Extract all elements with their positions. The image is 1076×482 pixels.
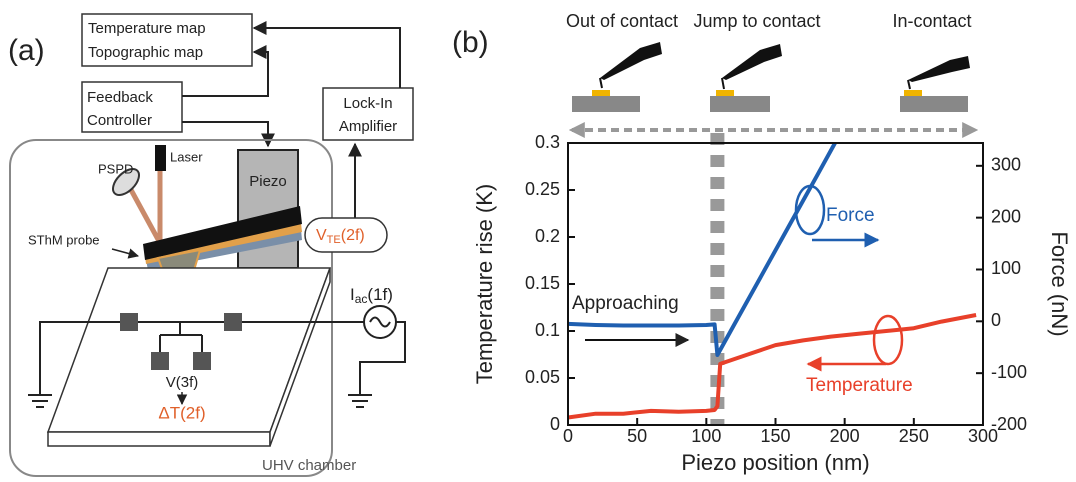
output-label: Topographic map	[88, 44, 203, 61]
x-tick-label: 250	[899, 426, 929, 446]
x-tick-label: 150	[760, 426, 790, 446]
v3f-label: V(3f)	[166, 374, 199, 391]
signal-wire	[254, 28, 400, 88]
probe-pointer	[112, 249, 138, 256]
y2-tick-label: 200	[991, 206, 1021, 226]
annotation: Force	[826, 205, 875, 226]
annotation: Temperature	[806, 375, 913, 396]
probe-label: SThM probe	[28, 232, 100, 247]
vte-label: VTE(2f)	[316, 227, 365, 246]
pad	[151, 352, 169, 370]
lockin-label: Lock-In	[343, 95, 392, 112]
x-axis-label: Piezo position (nm)	[681, 450, 869, 475]
pad	[120, 313, 138, 331]
signal-wire	[182, 122, 268, 146]
panel-label: (b)	[452, 26, 489, 59]
phase-label: Out of contact	[566, 11, 678, 31]
y-tick-label: 0.2	[535, 226, 560, 246]
plot-frame	[568, 143, 983, 425]
x-tick-label: 50	[627, 426, 647, 446]
figure: (a) Temperature map Topographic map Feed…	[0, 0, 1076, 482]
phase-label: Jump to contact	[693, 11, 820, 31]
x-tick-label: 0	[563, 426, 573, 446]
y2-tick-label: -100	[991, 362, 1027, 382]
feedback-label: Feedback	[87, 89, 153, 106]
chamber-label: UHV chamber	[262, 457, 356, 474]
y2-tick-label: 100	[991, 258, 1021, 278]
y2-tick-label: -200	[991, 414, 1027, 434]
y-axis-label: Temperature rise (K)	[472, 184, 497, 385]
sample-edge	[48, 432, 270, 446]
y-tick-label: 0.3	[535, 132, 560, 152]
y-tick-label: 0.05	[525, 367, 560, 387]
annotation: Approaching	[572, 293, 679, 314]
x-tick-label: 200	[830, 426, 860, 446]
y-tick-label: 0	[550, 414, 560, 434]
laser-beam	[130, 188, 160, 243]
annotation-ellipse	[796, 186, 824, 234]
y-tick-label: 0.1	[535, 320, 560, 340]
pad	[193, 352, 211, 370]
y-tick-label: 0.25	[525, 179, 560, 199]
x-tick-label: 100	[691, 426, 721, 446]
piezo-label: Piezo	[249, 173, 287, 190]
y2-axis-label: Force (nN)	[1047, 231, 1072, 336]
panel-b: (b) Out of contact Jump to contact In-cont…	[452, 11, 1072, 475]
phase-label: In-contact	[892, 11, 971, 31]
pspd-label: PSPD	[98, 161, 133, 176]
panel-label: (a)	[8, 34, 45, 67]
cantilever-icons	[572, 42, 970, 112]
laser	[155, 145, 166, 171]
output-label: Temperature map	[88, 20, 206, 37]
series-line	[568, 315, 976, 418]
panel-a: (a) Temperature map Topographic map Feed…	[8, 14, 413, 476]
feedback-label: Controller	[87, 112, 152, 129]
iac-label: Iac(1f)	[350, 285, 393, 306]
y2-tick-label: 300	[991, 155, 1021, 175]
y2-tick-label: 0	[991, 310, 1001, 330]
annotation-ellipse	[874, 316, 902, 364]
y-tick-label: 0.15	[525, 273, 560, 293]
pad	[224, 313, 242, 331]
lockin-label: Amplifier	[339, 118, 397, 135]
laser-label: Laser	[170, 149, 203, 164]
series-line	[568, 143, 835, 355]
dt-label: ΔT(2f)	[158, 403, 205, 422]
